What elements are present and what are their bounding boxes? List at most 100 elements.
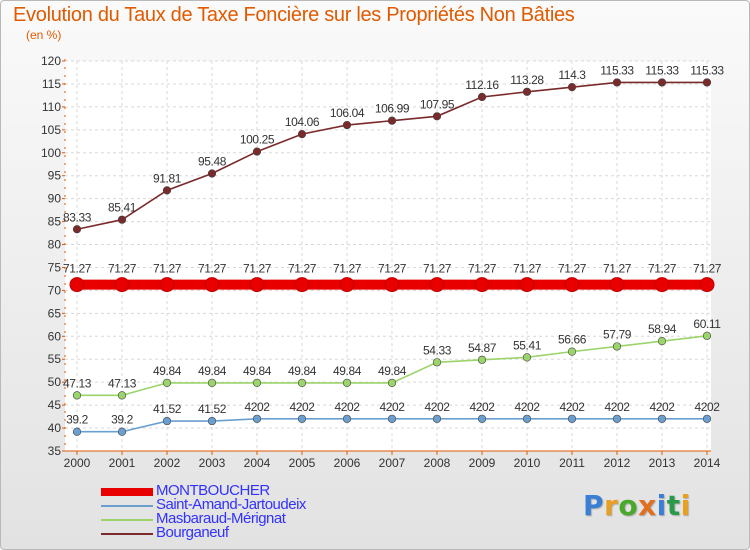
data-point [519,277,535,293]
data-point [522,414,532,423]
data-label: 4202 [694,400,720,414]
y-tick-label: 65 [48,306,62,320]
logo-letter: P [583,489,605,522]
y-tick-label: 115 [42,77,61,91]
data-point [432,112,442,121]
data-label: 49.84 [153,364,182,378]
data-point [429,277,445,293]
x-tick-label: 2011 [559,456,585,470]
x-tick-label: 2006 [334,456,361,470]
legend-swatch [101,519,153,521]
y-tick-label: 105 [41,123,61,137]
data-point [657,337,667,346]
data-label: 71.27 [558,262,587,276]
data-point [114,277,130,293]
data-label: 71.27 [108,262,137,276]
data-point [117,391,127,400]
data-label: 4202 [244,400,270,414]
data-point [297,130,307,139]
x-tick-label: 2003 [199,456,226,470]
logo-letter: i [656,489,667,522]
logo-letter: i [680,489,691,522]
data-label: 49.84 [243,364,272,378]
data-label: 39.2 [66,413,88,427]
data-point [432,358,442,367]
data-label: 4202 [289,400,315,414]
data-point [609,277,625,293]
data-point [72,391,82,400]
y-tick-label: 45 [48,398,62,412]
data-point [522,87,532,96]
data-point [387,116,397,125]
data-point [477,355,487,364]
data-label: 114.3 [558,68,586,82]
y-tick-label: 120 [41,54,61,68]
data-label: 49.84 [288,364,317,378]
data-label: 54.33 [423,343,452,357]
data-point [294,277,310,293]
logo-letter: o [618,489,639,522]
data-label: 4202 [469,400,495,414]
chart-subtitle: (en %) [26,28,62,42]
data-point [207,416,217,426]
legend-label: Masbaraud-Mérignat [156,510,286,527]
data-label: 55.41 [513,338,542,352]
data-label: 85.41 [108,201,137,215]
data-label: 56.66 [558,333,587,347]
data-label: 39.2 [111,413,133,427]
data-point [117,427,127,436]
y-tick-label: 85 [48,215,62,229]
data-label: 95.48 [198,155,227,169]
data-point [72,225,82,234]
y-tick-label: 80 [48,238,62,252]
data-label: 49.84 [198,364,227,378]
legend-label: MONTBOUCHER [156,482,270,499]
data-point [702,414,712,423]
data-point [567,414,577,423]
data-point [702,78,712,87]
data-label: 4202 [334,400,360,414]
data-label: 41.52 [198,402,227,416]
data-point [477,92,487,102]
data-point [474,277,490,293]
data-label: 115.33 [600,63,634,77]
y-tick-label: 70 [48,283,62,297]
data-label: 60.11 [693,317,721,331]
data-label: 4202 [424,400,450,414]
logo-letter: x [638,489,657,522]
data-point [387,378,397,388]
data-label: 58.94 [648,322,677,336]
x-tick-label: 2007 [379,456,406,470]
data-point [699,277,715,293]
x-tick-label: 2014 [694,456,721,470]
data-label: 71.27 [378,262,407,276]
data-point [297,414,307,423]
data-point [162,378,172,388]
data-point [702,331,712,340]
x-tick-label: 2002 [154,456,181,470]
data-label: 41.52 [153,402,182,416]
y-tick-label: 55 [48,352,62,366]
legend-swatch [101,488,153,496]
data-point [612,342,622,351]
data-point [384,277,400,293]
x-tick-label: 2001 [109,456,136,470]
data-point [162,186,172,195]
data-point [654,277,670,293]
y-tick-label: 95 [48,169,62,183]
data-point [252,414,262,423]
x-tick-label: 2004 [244,456,271,470]
data-point [159,277,175,293]
data-label: 4202 [559,400,585,414]
data-point [339,277,355,293]
logo-letter: r [604,489,619,522]
data-label: 115.33 [690,63,724,77]
data-label: 4202 [514,400,540,414]
data-label: 71.27 [153,262,182,276]
plot-area [65,61,711,451]
x-tick-label: 2010 [514,456,541,470]
data-label: 71.27 [423,262,452,276]
data-point [252,147,262,156]
x-tick-label: 2005 [289,456,316,470]
